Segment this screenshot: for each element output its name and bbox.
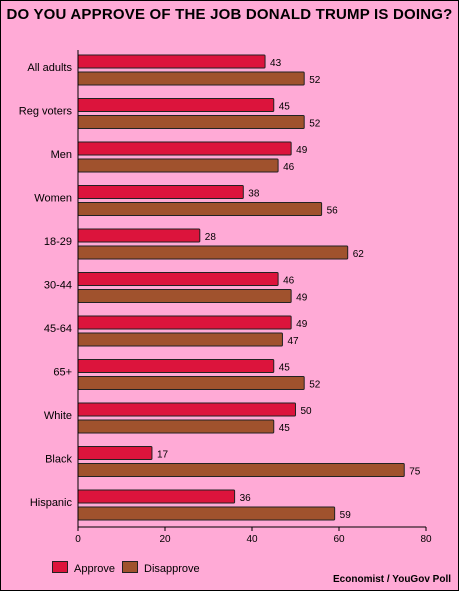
disapprove-bar [77, 332, 283, 347]
legend-approve-label: Approve [74, 563, 115, 575]
category-label: 30-44 [44, 280, 72, 292]
category-label: Women [34, 193, 72, 205]
data-label: 62 [353, 249, 365, 260]
category-label: 45-64 [44, 323, 72, 335]
data-label: 38 [248, 189, 260, 200]
x-tick-label: 20 [159, 534, 171, 545]
disapprove-bar [77, 158, 279, 173]
legend-disapprove: Disapprove [122, 561, 200, 575]
disapprove-bar [77, 245, 349, 260]
disapprove-bar [77, 71, 305, 86]
approve-bar [77, 402, 296, 417]
data-label: 52 [309, 380, 321, 391]
legend-disapprove-swatch [122, 561, 138, 573]
approve-bar [77, 489, 236, 504]
data-label: 46 [283, 276, 295, 287]
disapprove-bar [77, 506, 336, 521]
disapprove-bar [77, 115, 305, 129]
category-label: 18-29 [44, 236, 72, 248]
disapprove-bar [77, 463, 405, 477]
data-label: 43 [270, 58, 282, 69]
approve-bar [77, 185, 244, 199]
approve-bar [77, 141, 292, 156]
approve-bar [77, 98, 275, 112]
approve-bar [77, 272, 279, 286]
data-label: 45 [279, 363, 291, 374]
data-label: 52 [309, 119, 321, 130]
approve-bar [77, 315, 292, 330]
disapprove-bar [77, 376, 305, 390]
legend-approve-swatch [52, 561, 68, 573]
data-label: 36 [240, 493, 252, 504]
data-label: 52 [309, 75, 321, 86]
data-label: 49 [296, 319, 308, 330]
source-credit: Economist / YouGov Poll [333, 574, 451, 585]
data-label: 17 [157, 450, 169, 461]
legend-disapprove-label: Disapprove [144, 563, 200, 575]
approve-bar [77, 228, 201, 243]
category-label: Hispanic [30, 497, 73, 509]
category-label: Reg voters [19, 106, 73, 118]
data-label: 28 [205, 232, 217, 243]
data-label: 75 [409, 467, 421, 478]
category-label: Men [51, 149, 72, 161]
data-label: 50 [301, 406, 313, 417]
data-label: 49 [296, 145, 308, 156]
data-label: 47 [287, 336, 299, 347]
disapprove-bar [77, 202, 323, 216]
data-label: 49 [296, 293, 308, 304]
disapprove-bar [77, 419, 275, 434]
x-tick-label: 60 [333, 534, 345, 545]
data-label: 45 [279, 102, 291, 113]
category-label: 65+ [53, 367, 72, 379]
data-label: 59 [340, 510, 352, 521]
category-label: White [44, 410, 72, 422]
category-label: Black [45, 454, 72, 466]
disapprove-bar [77, 289, 292, 303]
data-label: 46 [283, 162, 295, 173]
approve-bar [77, 359, 275, 373]
x-tick-label: 0 [75, 534, 81, 545]
x-tick-label: 80 [420, 534, 432, 545]
data-label: 56 [327, 206, 339, 217]
approve-bar [77, 446, 153, 460]
legend-approve: Approve [52, 561, 115, 575]
approve-bar [77, 54, 266, 69]
category-label: All adults [27, 62, 72, 74]
x-tick-label: 40 [246, 534, 258, 545]
data-label: 45 [279, 423, 291, 434]
chart-title: DO YOU APPROVE OF THE JOB DONALD TRUMP I… [6, 6, 453, 23]
